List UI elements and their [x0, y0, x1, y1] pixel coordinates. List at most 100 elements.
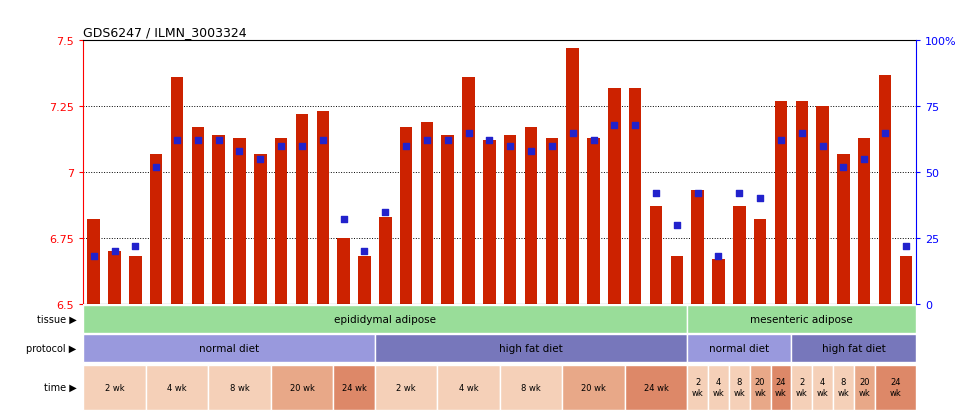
Bar: [792, 335, 916, 363]
Bar: [420, 123, 433, 304]
Bar: [670, 257, 683, 304]
Text: 4
wk: 4 wk: [816, 377, 828, 397]
Bar: [463, 78, 475, 304]
Point: [857, 156, 872, 163]
Bar: [837, 154, 850, 304]
Bar: [483, 141, 496, 304]
Point: [107, 248, 122, 255]
Bar: [712, 259, 725, 304]
Text: 2 wk: 2 wk: [105, 383, 124, 392]
Point: [294, 143, 310, 150]
Bar: [566, 49, 579, 304]
Text: 24 wk: 24 wk: [644, 383, 668, 392]
Bar: [146, 365, 209, 410]
Point: [690, 190, 706, 197]
Point: [231, 148, 247, 155]
Bar: [754, 220, 766, 304]
Bar: [900, 257, 912, 304]
Point: [503, 143, 518, 150]
Bar: [375, 335, 687, 363]
Point: [273, 143, 289, 150]
Bar: [729, 365, 750, 410]
Bar: [400, 128, 413, 304]
Text: 24 wk: 24 wk: [342, 383, 367, 392]
Point: [877, 130, 893, 137]
Bar: [692, 191, 704, 304]
Text: 8
wk: 8 wk: [733, 377, 745, 397]
Text: 20
wk: 20 wk: [755, 377, 766, 397]
Point: [731, 190, 747, 197]
Point: [190, 138, 206, 145]
Text: 2
wk: 2 wk: [692, 377, 704, 397]
Text: 24
wk: 24 wk: [775, 377, 787, 397]
Bar: [83, 335, 375, 363]
Text: high fat diet: high fat diet: [822, 344, 886, 354]
Bar: [629, 88, 641, 304]
Bar: [546, 138, 559, 304]
Text: 8 wk: 8 wk: [229, 383, 249, 392]
Point: [419, 138, 435, 145]
Point: [648, 190, 663, 197]
Bar: [833, 365, 854, 410]
Point: [753, 196, 768, 202]
Bar: [213, 136, 225, 304]
Bar: [608, 88, 620, 304]
Point: [544, 143, 560, 150]
Bar: [650, 207, 662, 304]
Bar: [150, 154, 163, 304]
Point: [836, 164, 852, 171]
Point: [586, 138, 602, 145]
Bar: [812, 365, 833, 410]
Point: [773, 138, 789, 145]
Text: protocol ▶: protocol ▶: [26, 344, 76, 354]
Bar: [359, 257, 370, 304]
Point: [148, 164, 164, 171]
Bar: [83, 305, 687, 333]
Bar: [687, 335, 792, 363]
Text: 8
wk: 8 wk: [838, 377, 850, 397]
Text: mesenteric adipose: mesenteric adipose: [751, 314, 854, 324]
Point: [710, 254, 726, 260]
Bar: [83, 365, 146, 410]
Bar: [792, 365, 812, 410]
Point: [398, 143, 414, 150]
Bar: [854, 365, 875, 410]
Point: [627, 122, 643, 129]
Bar: [504, 136, 516, 304]
Bar: [858, 138, 870, 304]
Point: [481, 138, 497, 145]
Bar: [379, 217, 392, 304]
Point: [336, 216, 352, 223]
Point: [440, 138, 456, 145]
Bar: [796, 102, 808, 304]
Point: [253, 156, 269, 163]
Bar: [333, 365, 375, 410]
Text: tissue ▶: tissue ▶: [36, 314, 76, 324]
Bar: [525, 128, 537, 304]
Text: 4 wk: 4 wk: [168, 383, 187, 392]
Bar: [442, 136, 454, 304]
Bar: [879, 76, 892, 304]
Point: [669, 222, 685, 228]
Bar: [816, 107, 829, 304]
Text: GDS6247 / ILMN_3003324: GDS6247 / ILMN_3003324: [83, 26, 247, 39]
Text: 4 wk: 4 wk: [459, 383, 478, 392]
Text: epididymal adipose: epididymal adipose: [334, 314, 436, 324]
Text: 8 wk: 8 wk: [521, 383, 541, 392]
Bar: [709, 365, 729, 410]
Bar: [687, 365, 709, 410]
Bar: [270, 365, 333, 410]
Text: normal diet: normal diet: [199, 344, 259, 354]
Bar: [500, 365, 563, 410]
Point: [377, 209, 393, 215]
Point: [461, 130, 476, 137]
Bar: [192, 128, 204, 304]
Point: [814, 143, 830, 150]
Bar: [770, 365, 792, 410]
Bar: [317, 112, 329, 304]
Bar: [687, 305, 916, 333]
Point: [170, 138, 185, 145]
Bar: [274, 138, 287, 304]
Point: [315, 138, 330, 145]
Text: 2
wk: 2 wk: [796, 377, 808, 397]
